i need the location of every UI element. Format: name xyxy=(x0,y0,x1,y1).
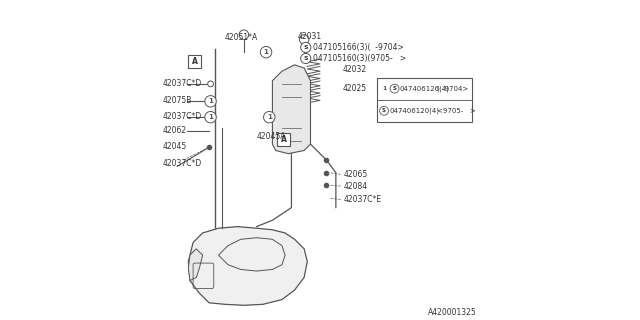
Text: 047406126(4): 047406126(4) xyxy=(400,85,450,92)
Text: 42025: 42025 xyxy=(342,84,366,93)
Text: ( -9704>: ( -9704> xyxy=(437,85,468,92)
Text: S: S xyxy=(392,86,397,91)
Circle shape xyxy=(301,53,311,64)
Circle shape xyxy=(208,99,213,104)
Text: 42037C*E: 42037C*E xyxy=(344,195,382,204)
Text: 42045: 42045 xyxy=(163,142,188,151)
Polygon shape xyxy=(188,227,307,305)
Circle shape xyxy=(390,84,399,93)
Circle shape xyxy=(208,81,213,87)
Text: 1: 1 xyxy=(264,49,269,55)
FancyBboxPatch shape xyxy=(188,55,201,68)
Text: S: S xyxy=(303,45,308,50)
Text: <9705-   >: <9705- > xyxy=(437,108,476,114)
Text: 42075B: 42075B xyxy=(163,96,193,105)
Text: 42031: 42031 xyxy=(298,32,322,41)
Circle shape xyxy=(260,46,272,58)
Text: 1: 1 xyxy=(208,114,213,120)
Circle shape xyxy=(264,111,275,123)
Text: 1: 1 xyxy=(267,114,272,120)
Text: 047406120(4): 047406120(4) xyxy=(389,108,439,114)
Text: 42037C*D: 42037C*D xyxy=(163,159,202,168)
Circle shape xyxy=(380,106,388,115)
Polygon shape xyxy=(273,65,310,154)
Bar xyxy=(377,77,472,122)
Text: 047105160(3)(9705-   >: 047105160(3)(9705- > xyxy=(313,54,406,63)
Text: 42051*A: 42051*A xyxy=(225,33,258,42)
Circle shape xyxy=(378,83,390,94)
Text: 42084: 42084 xyxy=(344,181,368,190)
Text: 42032: 42032 xyxy=(342,65,366,74)
Text: 42045A: 42045A xyxy=(257,132,286,141)
Circle shape xyxy=(301,42,311,52)
Polygon shape xyxy=(188,249,203,281)
Text: 1: 1 xyxy=(208,98,213,104)
Text: 42062: 42062 xyxy=(163,126,187,135)
Circle shape xyxy=(239,30,248,39)
Circle shape xyxy=(208,114,213,120)
Text: A420001325: A420001325 xyxy=(428,308,477,317)
Text: A: A xyxy=(280,135,287,144)
Circle shape xyxy=(205,111,216,123)
Text: A: A xyxy=(192,57,198,66)
Text: 42037C*D: 42037C*D xyxy=(163,79,202,88)
Text: 047105166(3)(  -9704>: 047105166(3)( -9704> xyxy=(313,43,403,52)
Circle shape xyxy=(205,96,216,107)
FancyBboxPatch shape xyxy=(277,133,290,146)
Text: 42065: 42065 xyxy=(344,170,368,179)
Circle shape xyxy=(300,35,309,44)
Text: S: S xyxy=(382,108,386,113)
Text: S: S xyxy=(303,56,308,61)
Text: 1: 1 xyxy=(382,86,387,91)
Text: 42037C*D: 42037C*D xyxy=(163,112,202,121)
